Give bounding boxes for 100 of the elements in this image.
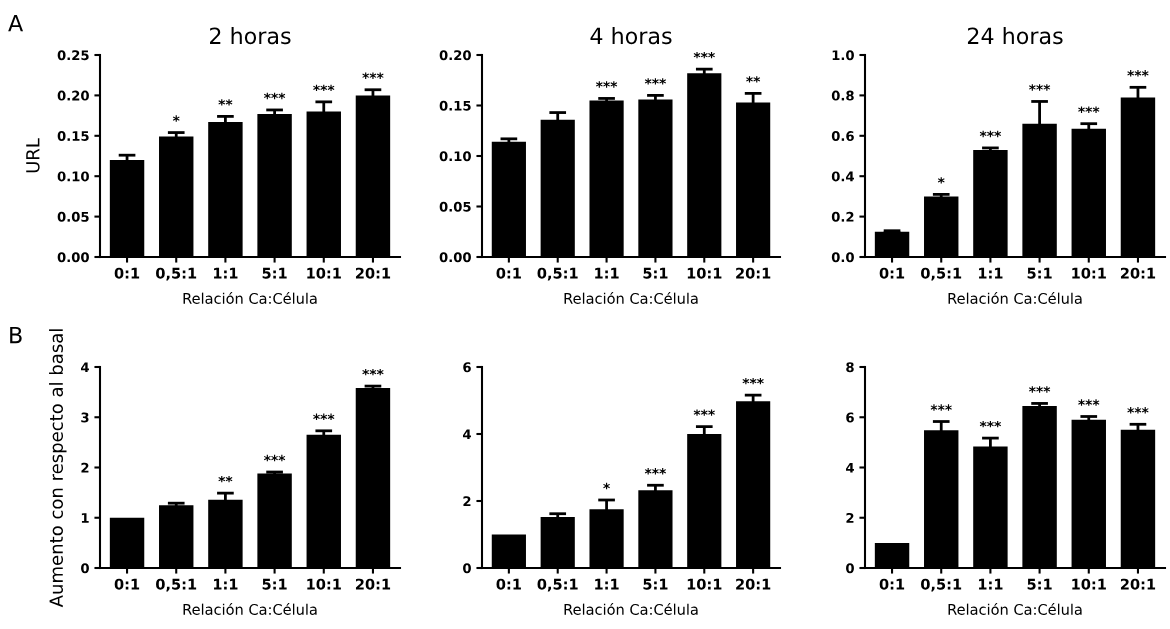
y-tick-label: 3	[81, 412, 89, 423]
x-axis-title: Relación Ca:Célula	[948, 292, 1082, 304]
x-tick-label: 20:1	[1120, 267, 1156, 279]
x-tick-label: 0:1	[879, 578, 905, 590]
x-tick-label: 1:1	[978, 578, 1003, 590]
data-label: *	[603, 482, 610, 490]
x-tick-label: 10:1	[307, 578, 341, 590]
y-axis-title: Aumento con respecto al basal	[49, 329, 67, 608]
x-tick-label: 0,5:1	[921, 578, 962, 592]
x-tick-label: 10:1	[307, 267, 341, 279]
y-tick-label: 0.0	[831, 252, 854, 263]
x-tick-label: 0:1	[114, 578, 140, 590]
y-tick-label: 0.00	[439, 252, 471, 263]
y-tick-label: 4	[463, 429, 471, 440]
y-tick-label: 0.25	[57, 50, 89, 61]
x-axis-title: Relación Ca:Célula	[183, 603, 317, 615]
data-label: ***	[362, 72, 384, 79]
chart-title: 4 horas	[590, 27, 672, 45]
data-label: ***	[1078, 399, 1100, 406]
data-label: ***	[693, 409, 715, 416]
data-label: ***	[693, 51, 715, 59]
data-label: ***	[313, 413, 335, 421]
data-label: ***	[263, 454, 286, 462]
y-tick-label: 1	[81, 513, 89, 523]
chart-title: 2 horas	[210, 27, 291, 45]
x-tick-label: 5:1	[643, 267, 668, 279]
y-axis-title: URL	[26, 138, 40, 173]
x-tick-label: 20:1	[736, 267, 771, 279]
x-tick-label: 20:1	[1120, 578, 1156, 590]
chart-title: 24 horas	[967, 27, 1063, 45]
y-tick-label: 0.8	[831, 90, 854, 101]
x-tick-label: 5:1	[262, 578, 287, 590]
data-label: ***	[595, 81, 618, 88]
text: A	[8, 14, 24, 32]
data-label: ***	[1127, 407, 1149, 414]
y-tick-label: 4	[846, 462, 854, 473]
x-axis-title: Relación Ca:Célula	[948, 603, 1082, 615]
x-tick-label: 0:1	[496, 267, 521, 279]
y-tick-label: 0.10	[57, 171, 89, 182]
y-tick-label: 0.20	[439, 50, 471, 61]
x-axis-title: Relación Ca:Célula	[564, 292, 698, 304]
x-tick-label: 1:1	[213, 267, 238, 279]
x-tick-label: 5:1	[643, 578, 668, 590]
x-tick-label: 10:1	[1072, 578, 1106, 590]
y-tick-label: 0.15	[57, 131, 89, 141]
y-tick-label: 2	[846, 512, 854, 523]
x-tick-label: 5:1	[1027, 267, 1052, 279]
x-tick-label: 0,5:1	[537, 578, 578, 592]
data-label: ***	[644, 78, 667, 85]
x-tick-label: 10:1	[1072, 267, 1106, 279]
x-tick-label: 5:1	[1027, 578, 1052, 590]
y-tick-label: 2	[81, 462, 89, 473]
data-label: ***	[979, 420, 1002, 428]
y-tick-label: 0.2	[831, 211, 854, 222]
y-tick-label: 6	[846, 412, 854, 423]
data-label: **	[218, 99, 233, 106]
data-label: ***	[644, 468, 667, 475]
data-label: ***	[930, 404, 952, 411]
data-label: ***	[313, 84, 335, 92]
text: B	[10, 326, 22, 344]
y-tick-label: 8	[846, 362, 854, 373]
x-tick-label: 1:1	[595, 578, 619, 590]
x-tick-label: 0:1	[496, 578, 521, 590]
x-tick-label: 20:1	[355, 267, 391, 279]
y-tick-label: 0	[81, 563, 89, 574]
data-label: **	[746, 76, 761, 83]
x-tick-label: 0:1	[114, 267, 140, 279]
data-label: ***	[1078, 106, 1100, 113]
x-tick-label: 20:1	[736, 578, 771, 590]
data-label: ***	[263, 92, 286, 100]
x-tick-label: 5:1	[262, 267, 287, 279]
x-tick-label: 1:1	[213, 578, 238, 590]
y-tick-label: 6	[463, 362, 471, 373]
x-tick-label: 1:1	[595, 267, 619, 279]
data-label: ***	[1127, 70, 1149, 77]
x-tick-label: 20:1	[355, 578, 391, 590]
x-tick-label: 0,5:1	[537, 267, 578, 281]
x-tick-label: 0,5:1	[156, 578, 197, 592]
y-tick-label: 0.05	[57, 211, 89, 222]
data-label: **	[218, 475, 233, 483]
y-tick-label: 0.4	[831, 171, 854, 182]
x-tick-label: 10:1	[687, 578, 722, 590]
data-label: *	[172, 115, 180, 122]
x-tick-label: 0,5:1	[921, 267, 962, 281]
y-tick-label: 0.20	[57, 90, 89, 101]
data-label: ***	[979, 130, 1002, 138]
y-tick-label: 0.00	[57, 252, 89, 263]
data-label: ***	[742, 377, 764, 385]
x-tick-label: 1:1	[978, 267, 1003, 279]
data-label: *	[937, 177, 945, 184]
y-tick-label: 2	[463, 496, 471, 507]
y-tick-label: 1.0	[832, 50, 854, 61]
x-tick-label: 0,5:1	[156, 267, 197, 281]
data-label: ***	[1028, 84, 1051, 91]
y-tick-label: 0	[463, 563, 471, 574]
data-label: ***	[362, 368, 384, 376]
x-tick-label: 0:1	[879, 267, 905, 279]
y-tick-label: 4	[81, 362, 89, 373]
y-tick-label: 0.15	[439, 100, 471, 111]
x-axis-title: Relación Ca:Célula	[564, 603, 698, 615]
